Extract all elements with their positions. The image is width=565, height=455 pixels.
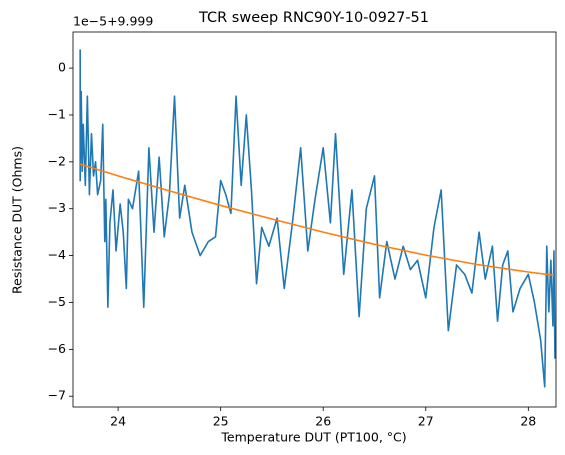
y-tick-label: −4 — [48, 247, 66, 262]
y-tick-label: −5 — [48, 294, 66, 309]
y-tick-label: −1 — [48, 106, 66, 121]
y-offset-label: 1e−5+9.999 — [73, 14, 153, 29]
y-tick-label: 0 — [58, 60, 66, 75]
x-tick-label: 27 — [418, 414, 434, 429]
y-axis-label: Resistance DUT (Ohms) — [10, 146, 25, 294]
y-tick-label: −2 — [48, 153, 66, 168]
y-tick-label: −3 — [48, 200, 66, 215]
x-tick-label: 26 — [315, 414, 331, 429]
chart-title: TCR sweep RNC90Y-10-0927-51 — [198, 10, 429, 26]
data-line — [79, 163, 555, 277]
x-tick-label: 28 — [520, 414, 536, 429]
y-tick-label: −6 — [48, 341, 66, 356]
y-tick-label: −7 — [48, 388, 66, 403]
x-tick-label: 24 — [110, 414, 126, 429]
x-axis-label: Temperature DUT (PT100, °C) — [220, 430, 406, 445]
data-line — [79, 49, 556, 388]
x-tick-label: 25 — [213, 414, 229, 429]
plot-frame — [72, 31, 557, 408]
